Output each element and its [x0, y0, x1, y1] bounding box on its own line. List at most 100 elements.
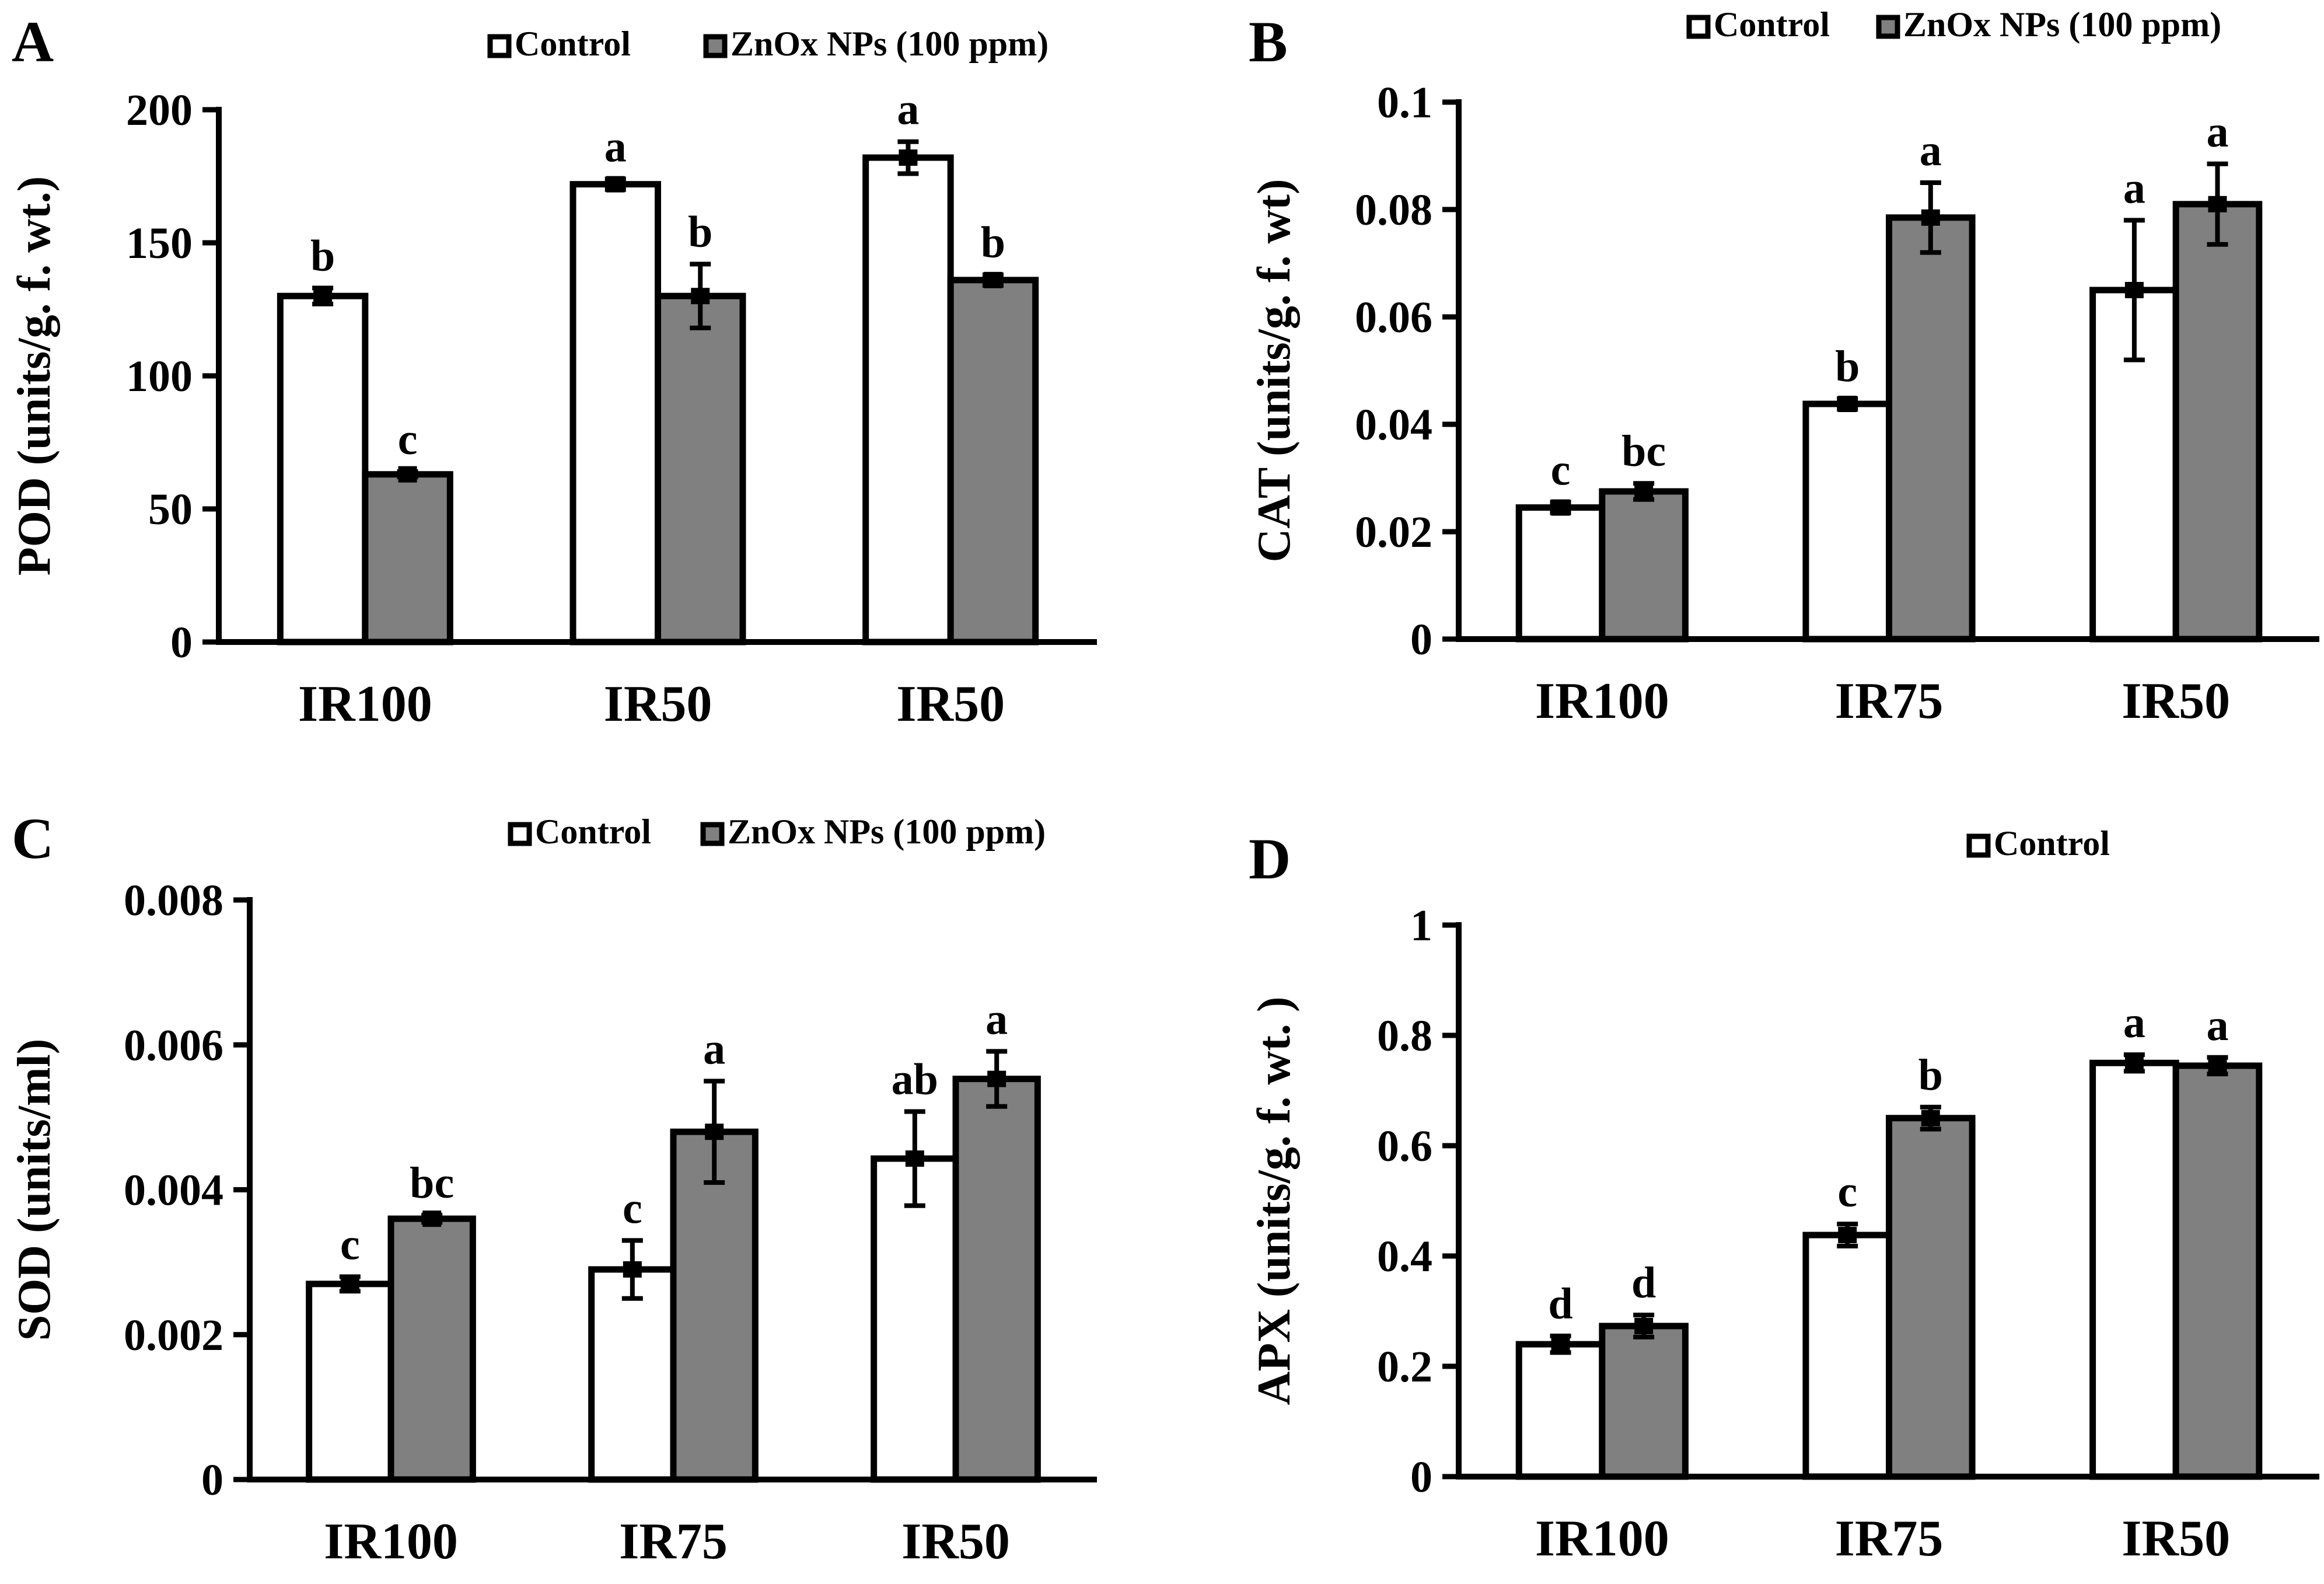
panel-letter: C	[12, 806, 54, 871]
significance-letter: c	[398, 415, 418, 464]
y-tick-label: 0.8	[1377, 1011, 1432, 1060]
bar-control	[1802, 400, 1893, 643]
panel-letter: B	[1249, 9, 1288, 74]
bar-treatment	[2172, 1062, 2263, 1480]
legend-swatch-treatment	[1876, 15, 1900, 39]
y-tick-label: 0.6	[1377, 1122, 1432, 1171]
significance-letter: b	[981, 218, 1005, 267]
significance-letter: bc	[410, 1159, 454, 1208]
significance-letter: bc	[1621, 427, 1666, 476]
y-tick-label: 0	[170, 618, 193, 667]
y-tick-label: 0.002	[124, 1311, 223, 1360]
significance-letter: b	[1918, 1051, 1943, 1100]
bar-control	[2089, 1059, 2179, 1480]
mean-marker	[422, 1210, 442, 1227]
significance-letter: b	[688, 207, 712, 256]
bar-treatment	[387, 1215, 476, 1483]
bar-treatment	[362, 471, 453, 646]
significance-letter: a	[703, 1024, 725, 1073]
y-tick-label: 50	[148, 485, 193, 534]
x-tick-label: IR75	[619, 1513, 728, 1570]
mean-marker	[398, 466, 417, 483]
x-tick-label: IR50	[901, 1513, 1010, 1570]
legend-swatch-control	[1966, 833, 1991, 858]
legend-label-treatment: ZnOx NPs (100 ppm)	[1903, 5, 2221, 44]
bar-treatment	[1599, 488, 1689, 643]
y-axis-label: CAT (units/g. f. wt)	[1249, 179, 1300, 562]
significance-letter: d	[1548, 1279, 1572, 1328]
bar-control	[1515, 504, 1606, 643]
bar-control	[862, 154, 954, 646]
legend-label-control: Control	[1714, 5, 1830, 44]
mean-marker	[623, 1261, 642, 1278]
x-tick-label: IR50	[2122, 1510, 2230, 1567]
y-tick-label: 0.2	[1377, 1342, 1432, 1391]
significance-letter: a	[985, 995, 1008, 1044]
significance-letter: c	[1551, 445, 1571, 494]
bar-treatment	[1599, 1323, 1689, 1480]
mean-marker	[1551, 499, 1570, 516]
x-tick-label: IR100	[1535, 673, 1669, 730]
mean-marker	[691, 288, 710, 305]
bar-control	[277, 292, 369, 646]
bar-control	[306, 1281, 394, 1483]
y-tick-label: 0	[1410, 615, 1432, 664]
x-tick-label: IR50	[896, 676, 1005, 732]
significance-letter: b	[310, 232, 335, 281]
y-tick-label: 0	[201, 1456, 223, 1505]
y-tick-label: 0.08	[1355, 186, 1432, 235]
mean-marker	[2208, 1057, 2227, 1074]
mean-marker	[2124, 282, 2144, 298]
x-tick-label: IR50	[2122, 673, 2230, 730]
significance-letter: a	[2123, 163, 2145, 212]
legend-label-control: Control	[535, 812, 651, 851]
mean-marker	[313, 288, 333, 305]
mean-marker	[1838, 1227, 1857, 1244]
bar-treatment	[1886, 214, 1976, 643]
bar-treatment	[670, 1128, 759, 1483]
significance-letter: c	[1837, 1167, 1857, 1216]
significance-letter: ab	[892, 1055, 938, 1104]
y-tick-label: 0.006	[124, 1021, 223, 1070]
significance-letter: d	[1631, 1258, 1656, 1307]
y-axis-label: APX (units/g. f. wt. )	[1249, 997, 1300, 1405]
mean-marker	[2124, 1055, 2144, 1072]
mean-marker	[1634, 483, 1654, 500]
significance-letter: b	[1835, 342, 1860, 391]
mean-marker	[983, 271, 1002, 288]
mean-marker	[1921, 209, 1940, 226]
mean-marker	[899, 149, 918, 166]
bar-control	[1515, 1341, 1606, 1480]
y-tick-label: 0.1	[1377, 78, 1432, 127]
mean-marker	[1921, 1110, 1940, 1126]
x-tick-label: IR100	[324, 1513, 458, 1570]
y-tick-label: 1	[1410, 901, 1432, 950]
panel-a: A POD (units/g. f. wt.) 0 50 100 150 200 b c IR10…	[9, 9, 1097, 732]
bar-control	[1802, 1231, 1893, 1480]
mean-marker	[987, 1070, 1007, 1087]
mean-marker	[606, 176, 625, 193]
significance-letter: c	[340, 1220, 360, 1269]
bar-treatment	[1886, 1115, 1976, 1480]
bar-treatment	[2172, 201, 2263, 643]
x-tick-label: IR75	[1835, 1510, 1944, 1567]
mean-marker	[1634, 1318, 1654, 1335]
y-tick-label: 0.004	[124, 1166, 223, 1215]
significance-letter: a	[2123, 998, 2145, 1047]
significance-letter: a	[2206, 107, 2228, 156]
legend-label-control: Control	[515, 25, 631, 63]
y-tick-label: 150	[126, 219, 193, 268]
x-tick-label: IR100	[1535, 1510, 1669, 1567]
significance-letter: a	[2206, 1001, 2228, 1050]
mean-marker	[905, 1150, 924, 1167]
bar-control	[569, 181, 661, 646]
bar-treatment	[952, 1076, 1041, 1483]
significance-letter: a	[897, 85, 919, 134]
legend-swatch-control	[508, 822, 532, 846]
significance-letter: c	[623, 1184, 642, 1233]
mean-marker	[1551, 1336, 1570, 1353]
panel-b: B CAT (units/g. f. wt) 0 0.02 0.04 0.06 0.08 0.…	[1249, 5, 2319, 730]
significance-letter: a	[604, 123, 627, 172]
y-tick-label: 0.008	[124, 876, 223, 925]
